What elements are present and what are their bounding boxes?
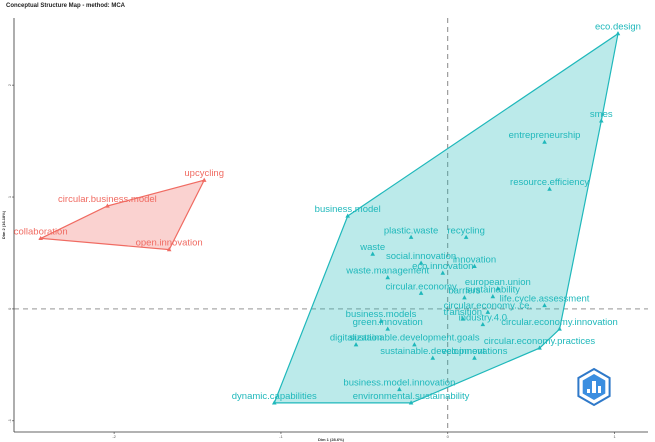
point-marker (353, 342, 359, 347)
point-label: business.models (346, 309, 417, 320)
y-axis-title: Dim 2 (16.18%) (1, 210, 6, 239)
point-label: collaboration (14, 226, 68, 237)
point-marker (480, 321, 486, 327)
point-label: upcycling (184, 168, 224, 179)
point-marker (537, 345, 542, 350)
point-marker (166, 247, 172, 252)
point-marker (385, 274, 391, 280)
point-marker (385, 326, 391, 331)
point-label: entrepreneurship (509, 130, 581, 141)
point-marker (460, 316, 466, 321)
point-label: social.innovation (386, 251, 456, 262)
point-label: smes (590, 109, 613, 120)
point-label: circular.economy..ce. (444, 300, 533, 311)
point-label: plastic.waste (384, 225, 438, 236)
point-marker (430, 355, 436, 360)
point-marker (542, 139, 547, 144)
point-marker (598, 118, 604, 123)
point-label: eco.design (595, 22, 641, 33)
point-label: life.cycle.assessment (500, 294, 590, 305)
point-marker (462, 295, 467, 300)
point-label: green.innovation (353, 317, 423, 328)
point-marker (463, 234, 469, 239)
point-marker (440, 270, 446, 275)
point-label: business.model (315, 204, 381, 215)
point-marker (271, 400, 277, 405)
logo-bar (587, 389, 590, 393)
point-label: circular.economy (385, 281, 457, 292)
point-label: innovation (453, 254, 496, 265)
point-label: sustainable.development (380, 346, 485, 357)
x-axis-title: Dim 1 (28.6%) (318, 437, 345, 442)
point-label: waste.management (345, 266, 429, 277)
point-label: barriers (448, 286, 480, 297)
point-marker (345, 213, 350, 218)
point-marker (495, 286, 501, 291)
point-label: european.union (465, 277, 531, 288)
point-label: eco.innovations (441, 346, 507, 357)
chart-title: Conceptual Structure Map - method: MCA (6, 3, 126, 9)
point-marker (615, 31, 621, 36)
point-label: sustainability (466, 285, 521, 296)
point-label: circular.business.model (58, 194, 157, 205)
y-tick-label: 0 (7, 307, 12, 310)
point-marker (378, 318, 384, 323)
point-label: waste (359, 242, 385, 253)
x-tick-label: 1 (614, 434, 617, 439)
x-tick-label: -2 (112, 434, 116, 439)
point-label: digitalization (330, 333, 382, 344)
x-tick-label: -1 (279, 434, 283, 439)
y-tick-label: 1 (7, 195, 12, 198)
point-label: sustainable.development.goals (349, 333, 480, 344)
point-marker (418, 290, 424, 295)
logo-bar (598, 386, 601, 393)
point-label: business.model.innovation (343, 377, 455, 388)
y-tick-label: 2 (7, 83, 12, 86)
point-marker (408, 234, 414, 239)
point-marker (557, 326, 562, 331)
point-label: environmental.sustainability (353, 391, 470, 402)
point-marker (472, 263, 477, 268)
point-label: industry.4.0 (459, 313, 507, 324)
logo-icon (577, 367, 611, 407)
y-tick-label: -1 (7, 418, 12, 422)
point-marker (105, 203, 110, 208)
point-marker (472, 355, 477, 360)
point-marker (418, 260, 424, 265)
point-label: circular.economy.innovation (501, 317, 618, 328)
point-marker (412, 342, 417, 347)
point-label: transition (444, 307, 483, 318)
point-marker (38, 235, 43, 241)
point-label: resource.efficiency (510, 177, 589, 188)
point-marker (490, 294, 496, 299)
point-marker (397, 386, 402, 392)
point-marker (201, 177, 207, 182)
cluster-2-hull (273, 32, 619, 404)
point-label: circular.economy.practices (484, 336, 595, 347)
point-marker (485, 309, 491, 314)
point-label: open.innovation (136, 238, 203, 249)
point-marker (370, 251, 376, 256)
point-label: dynamic.capabilities (232, 391, 317, 402)
point-label: eco.innovation (412, 261, 473, 272)
point-marker (547, 186, 552, 191)
point-marker (408, 400, 414, 405)
logo-bar (592, 381, 596, 393)
point-label: recycling (447, 225, 485, 236)
x-tick-label: 0 (447, 434, 450, 439)
point-marker (542, 302, 547, 308)
